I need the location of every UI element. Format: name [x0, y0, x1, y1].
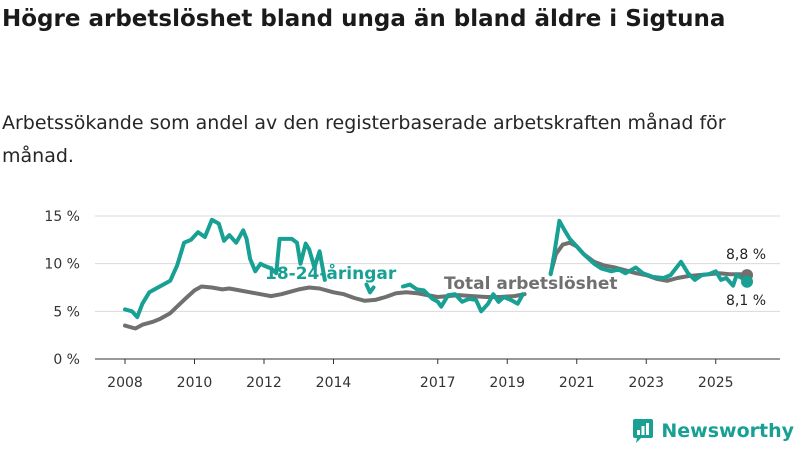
x-tick-label: 2023	[628, 375, 664, 391]
x-tick-label: 2017	[420, 375, 456, 391]
chart-title: Högre arbetslöshet bland unga än bland ä…	[2, 6, 726, 32]
y-tick-label: 10 %	[44, 257, 80, 273]
x-tick-label: 2025	[698, 375, 734, 391]
x-tick-label: 2014	[316, 375, 352, 391]
chart-subtitle: Arbetssökande som andel av den registerb…	[2, 112, 726, 167]
series-line-total	[123, 284, 527, 331]
x-tick-label: 2008	[107, 375, 143, 391]
x-tick-label: 2012	[246, 375, 282, 391]
series-label-total: Total arbetslöshet	[444, 274, 618, 294]
end-label-youth: 8,1 %	[726, 293, 766, 309]
x-tick-label: 2010	[177, 375, 213, 391]
gridlines	[95, 215, 780, 312]
x-axis-ticks: 2008 2010 2012 2014 2017 2019 2021 2023 2025	[107, 359, 734, 391]
newsworthy-icon	[633, 419, 654, 443]
newsworthy-logo: Newsworthy	[631, 418, 794, 444]
series-line-youth	[364, 282, 376, 295]
y-axis-ticks: 0 % 5 % 10 % 15 %	[44, 209, 80, 368]
series-label-youth: 18-24-åringar	[265, 262, 397, 284]
end-label-total: 8,8 %	[726, 247, 766, 263]
series-lines	[123, 217, 749, 331]
x-tick-label: 2019	[489, 375, 525, 391]
y-tick-label: 5 %	[53, 304, 80, 320]
y-tick-label: 15 %	[44, 209, 80, 225]
y-tick-label: 0 %	[53, 352, 80, 368]
series-line-youth	[548, 218, 749, 288]
series-line-youth	[401, 282, 525, 314]
end-point-youth	[741, 275, 754, 288]
series-line-youth	[123, 217, 327, 320]
brand-name: Newsworthy	[661, 420, 794, 442]
x-tick-label: 2021	[559, 375, 595, 391]
